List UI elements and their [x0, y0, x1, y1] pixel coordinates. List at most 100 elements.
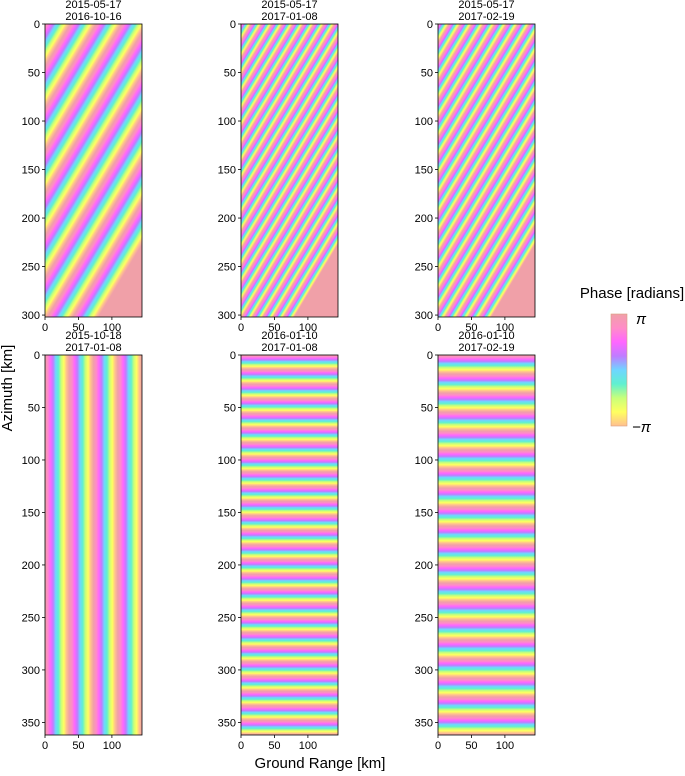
- y-tick-label: 100: [415, 116, 433, 128]
- x-tick-label: 100: [103, 322, 121, 334]
- panel-frame: [240, 354, 339, 736]
- y-tick-label: 150: [218, 165, 236, 177]
- panel-date-secondary: 2017-02-19: [458, 11, 514, 23]
- y-tick-label: 300: [218, 310, 236, 322]
- y-tick-label: 250: [415, 262, 433, 274]
- y-tick-label: 200: [22, 213, 40, 225]
- x-tick-label: 100: [299, 740, 317, 752]
- panel-date-primary: 2015-10-18: [65, 330, 121, 342]
- y-tick-label: 100: [22, 455, 40, 467]
- x-tick-label: 0: [238, 740, 244, 752]
- panel-date-primary: 2015-05-17: [261, 0, 317, 11]
- colorbar-title: Phase [radians]: [580, 285, 684, 302]
- y-tick-label: 300: [415, 310, 433, 322]
- y-tick-label: 50: [28, 402, 40, 414]
- panel-frame: [44, 23, 143, 318]
- y-tick-label: 150: [22, 507, 40, 519]
- y-tick-label: 250: [218, 262, 236, 274]
- y-tick-label: 0: [427, 350, 433, 362]
- y-tick-label: 250: [22, 612, 40, 624]
- x-axis-label: Ground Range [km]: [255, 755, 386, 772]
- x-tick-label: 100: [103, 740, 121, 752]
- y-tick-label: 250: [415, 612, 433, 624]
- fringe-image: [438, 24, 535, 317]
- x-tick-label: 0: [42, 740, 48, 752]
- panel-date-primary: 2015-05-17: [458, 0, 514, 11]
- y-tick-label: 300: [415, 665, 433, 677]
- y-tick-label: 250: [218, 612, 236, 624]
- y-tick-label: 50: [224, 68, 236, 80]
- colorbar-gradient: [610, 313, 628, 427]
- panel-date-secondary: 2016-10-16: [65, 11, 121, 23]
- panel-date-secondary: 2017-01-08: [261, 342, 317, 354]
- y-tick-label: 300: [218, 665, 236, 677]
- y-tick-label: 300: [22, 310, 40, 322]
- x-tick-label: 0: [435, 740, 441, 752]
- x-tick-label: 50: [72, 322, 84, 334]
- y-tick-label: 0: [230, 19, 236, 31]
- colorbar-max-label: π: [636, 311, 647, 328]
- fringe-image: [241, 355, 338, 735]
- x-tick-label: 50: [465, 322, 477, 334]
- x-tick-label: 0: [42, 322, 48, 334]
- y-tick-label: 200: [218, 560, 236, 572]
- panel-date-secondary: 2017-01-08: [65, 342, 121, 354]
- y-tick-label: 200: [218, 213, 236, 225]
- colorbar-min-label: −π: [632, 419, 652, 436]
- y-tick-label: 150: [22, 165, 40, 177]
- fringe-image: [241, 24, 338, 317]
- fringe-image: [45, 355, 142, 735]
- panel-date-secondary: 2017-02-19: [458, 342, 514, 354]
- y-tick-label: 0: [230, 350, 236, 362]
- panel-frame: [437, 354, 536, 736]
- y-tick-label: 50: [28, 68, 40, 80]
- y-tick-label: 150: [218, 507, 236, 519]
- y-tick-label: 250: [22, 262, 40, 274]
- y-tick-label: 200: [415, 560, 433, 572]
- y-tick-label: 200: [22, 560, 40, 572]
- fringe-image: [45, 24, 142, 317]
- y-tick-label: 100: [218, 116, 236, 128]
- y-tick-label: 0: [34, 350, 40, 362]
- panel-frame: [437, 23, 536, 318]
- y-tick-label: 0: [427, 19, 433, 31]
- x-tick-label: 0: [435, 322, 441, 334]
- fringe-image: [438, 355, 535, 735]
- y-tick-label: 100: [415, 455, 433, 467]
- panel-date-secondary: 2017-01-08: [261, 11, 317, 23]
- panel-frame: [240, 23, 339, 318]
- y-tick-label: 50: [421, 68, 433, 80]
- x-tick-label: 100: [496, 740, 514, 752]
- x-tick-label: 0: [238, 322, 244, 334]
- panel-date-primary: 2015-05-17: [65, 0, 121, 11]
- y-tick-label: 350: [218, 717, 236, 729]
- y-tick-label: 150: [415, 507, 433, 519]
- x-tick-label: 100: [299, 322, 317, 334]
- x-tick-label: 50: [268, 322, 280, 334]
- panel-frame: [44, 354, 143, 736]
- y-tick-label: 200: [415, 213, 433, 225]
- x-tick-label: 100: [496, 322, 514, 334]
- y-tick-label: 350: [22, 717, 40, 729]
- x-tick-label: 50: [268, 740, 280, 752]
- y-tick-label: 100: [22, 116, 40, 128]
- x-tick-label: 50: [72, 740, 84, 752]
- y-tick-label: 50: [421, 402, 433, 414]
- y-tick-label: 50: [224, 402, 236, 414]
- colorbar: Phase [radians] π −π: [580, 285, 684, 436]
- panel-date-primary: 2016-01-10: [261, 330, 317, 342]
- y-tick-label: 350: [415, 717, 433, 729]
- y-tick-label: 0: [34, 19, 40, 31]
- y-tick-label: 150: [415, 165, 433, 177]
- y-axis-label: Azimuth [km]: [0, 345, 16, 432]
- panel-date-primary: 2016-01-10: [458, 330, 514, 342]
- y-tick-label: 100: [218, 455, 236, 467]
- x-tick-label: 50: [465, 740, 477, 752]
